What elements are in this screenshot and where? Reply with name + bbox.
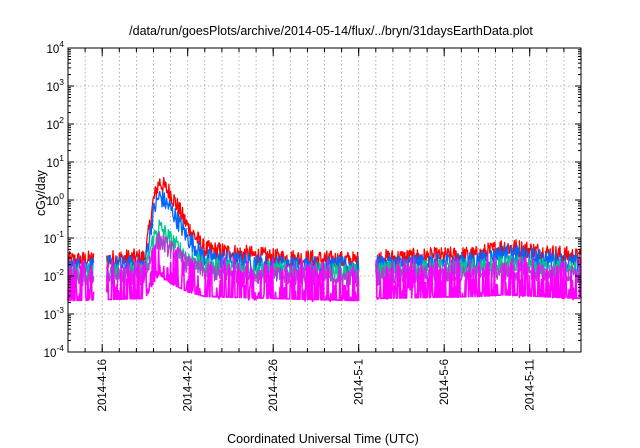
x-axis-label: Coordinated Universal Time (UTC) bbox=[227, 432, 419, 446]
y-tick-label: 10-2 bbox=[44, 267, 65, 284]
y-tick-label: 102 bbox=[46, 115, 64, 132]
chart-title: /data/run/goesPlots/archive/2014-05-14/f… bbox=[129, 24, 533, 38]
data-layer bbox=[67, 176, 582, 303]
y-tick-label: 100 bbox=[46, 191, 64, 208]
y-tick-label: 10-4 bbox=[44, 343, 65, 360]
y-tick-label: 103 bbox=[46, 77, 64, 94]
x-tick-label: 2014-5-6 bbox=[439, 359, 451, 405]
x-tick-label: 2014-5-1 bbox=[354, 359, 366, 405]
x-tick-label: 2014-4-21 bbox=[183, 359, 195, 411]
y-tick-label: 101 bbox=[46, 153, 64, 170]
ticks: 10-4 10-3 10-2 10-1 100 101 102 103 104 2014-4-16… bbox=[44, 39, 581, 411]
x-tick-label: 2014-4-16 bbox=[97, 359, 109, 411]
series-line bbox=[67, 244, 582, 303]
grid bbox=[68, 48, 581, 352]
x-tick-label: 2014-4-26 bbox=[268, 359, 280, 411]
y-tick-label: 10-1 bbox=[44, 229, 65, 246]
y-axis-label: cGy/day bbox=[34, 169, 48, 216]
x-tick-label: 2014-5-11 bbox=[525, 359, 537, 411]
y-tick-label: 10-3 bbox=[44, 305, 65, 322]
y-tick-label: 104 bbox=[46, 39, 64, 56]
